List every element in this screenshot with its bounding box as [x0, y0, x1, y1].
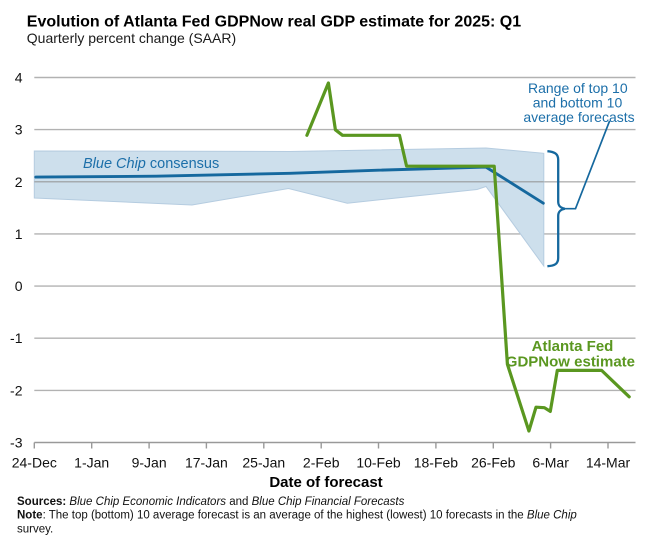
svg-text:3: 3	[15, 122, 23, 138]
svg-text:14-Mar: 14-Mar	[586, 455, 631, 471]
svg-text:Evolution of Atlanta Fed GDPNo: Evolution of Atlanta Fed GDPNow real GDP…	[27, 14, 521, 31]
svg-text:17-Jan: 17-Jan	[185, 455, 228, 471]
svg-text:Quarterly percent change (SAAR: Quarterly percent change (SAAR)	[27, 30, 236, 46]
svg-text:Range of top 10: Range of top 10	[528, 80, 628, 96]
svg-text:24-Dec: 24-Dec	[12, 455, 57, 471]
svg-text:25-Jan: 25-Jan	[242, 455, 285, 471]
svg-text:0: 0	[15, 278, 23, 294]
svg-text:-2: -2	[10, 382, 23, 398]
svg-text:-3: -3	[10, 435, 23, 451]
svg-text:2: 2	[15, 174, 23, 190]
svg-text:Note: The top (bottom) 10 aver: Note: The top (bottom) 10 average foreca…	[17, 510, 577, 522]
svg-text:-1: -1	[10, 330, 23, 346]
svg-text:26-Feb: 26-Feb	[471, 455, 516, 471]
svg-text:GDPNow estimate: GDPNow estimate	[506, 353, 635, 370]
svg-text:1-Jan: 1-Jan	[74, 455, 109, 471]
svg-text:4: 4	[15, 70, 23, 86]
svg-text:9-Jan: 9-Jan	[132, 455, 167, 471]
svg-text:18-Feb: 18-Feb	[414, 455, 459, 471]
svg-text:Atlanta Fed: Atlanta Fed	[532, 338, 614, 355]
svg-text:average forecasts: average forecasts	[523, 109, 634, 125]
svg-text:Sources: Blue Chip Economic In: Sources: Blue Chip Economic Indicators a…	[17, 496, 405, 508]
svg-text:Date of forecast: Date of forecast	[269, 474, 382, 491]
svg-text:6-Mar: 6-Mar	[532, 455, 569, 471]
svg-text:10-Feb: 10-Feb	[356, 455, 401, 471]
svg-text:and bottom 10: and bottom 10	[533, 95, 623, 111]
svg-text:Blue Chip consensus: Blue Chip consensus	[83, 156, 219, 172]
svg-text:survey.: survey.	[17, 524, 53, 536]
svg-text:2-Feb: 2-Feb	[303, 455, 340, 471]
svg-text:1: 1	[15, 226, 23, 242]
